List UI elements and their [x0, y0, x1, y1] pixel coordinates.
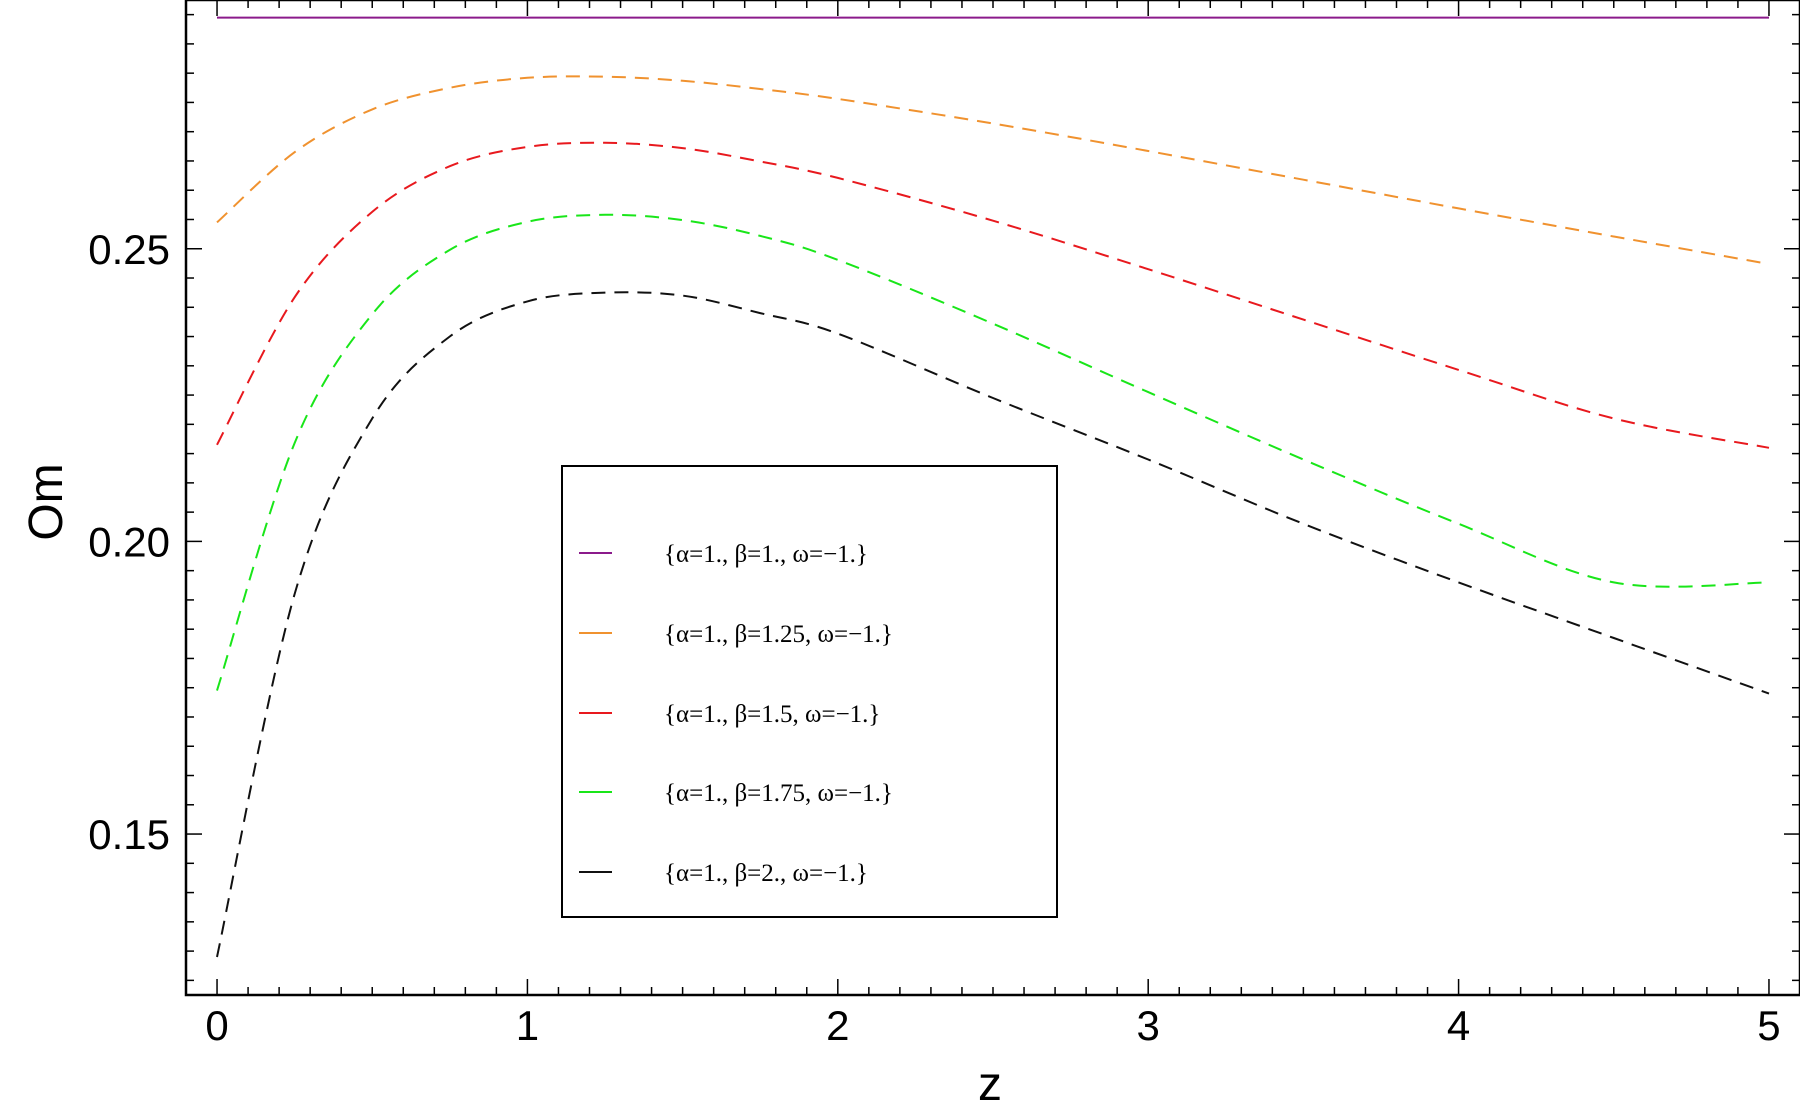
x-axis-title: z [978, 1058, 1002, 1111]
legend-label-2: {α=1., β=1.25, ω=−1.} [664, 621, 893, 648]
series-line-2 [216, 75, 1770, 265]
x-tick-label: 3 [1137, 1002, 1160, 1049]
x-tick-label: 1 [516, 1002, 539, 1049]
x-tick-label: 4 [1447, 1002, 1470, 1049]
ticks-layer [186, 0, 1800, 995]
x-tick-label: 2 [826, 1002, 849, 1049]
x-tick-label: 5 [1757, 1002, 1780, 1049]
legend-label-1: {α=1., β=1., ω=−1.} [664, 541, 868, 568]
y-tick-label: 0.15 [88, 811, 170, 858]
series-line-3 [216, 141, 1770, 449]
y-tick-label: 0.20 [88, 518, 170, 565]
legend-label-3: {α=1., β=1.5, ω=−1.} [664, 701, 880, 728]
legend-label-4: {α=1., β=1.75, ω=−1.} [664, 780, 893, 807]
y-axis-title: Om [20, 463, 73, 540]
legend: {α=1., β=1., ω=−1.} {α=1., β=1.25, ω=−1.}… [561, 465, 1058, 918]
legend-box [561, 465, 1058, 918]
series-line-5 [216, 291, 1770, 958]
tick-labels-layer: 0 1 2 3 4 5 0.15 0.20 0.25 [88, 226, 1780, 1049]
legend-label-5: {α=1., β=2., ω=−1.} [664, 860, 868, 887]
plot-frame [184, 0, 1800, 997]
y-tick-label: 0.25 [88, 226, 170, 273]
series-line-4 [216, 213, 1770, 691]
x-tick-label: 0 [205, 1002, 228, 1049]
series-layer [216, 16, 1770, 958]
